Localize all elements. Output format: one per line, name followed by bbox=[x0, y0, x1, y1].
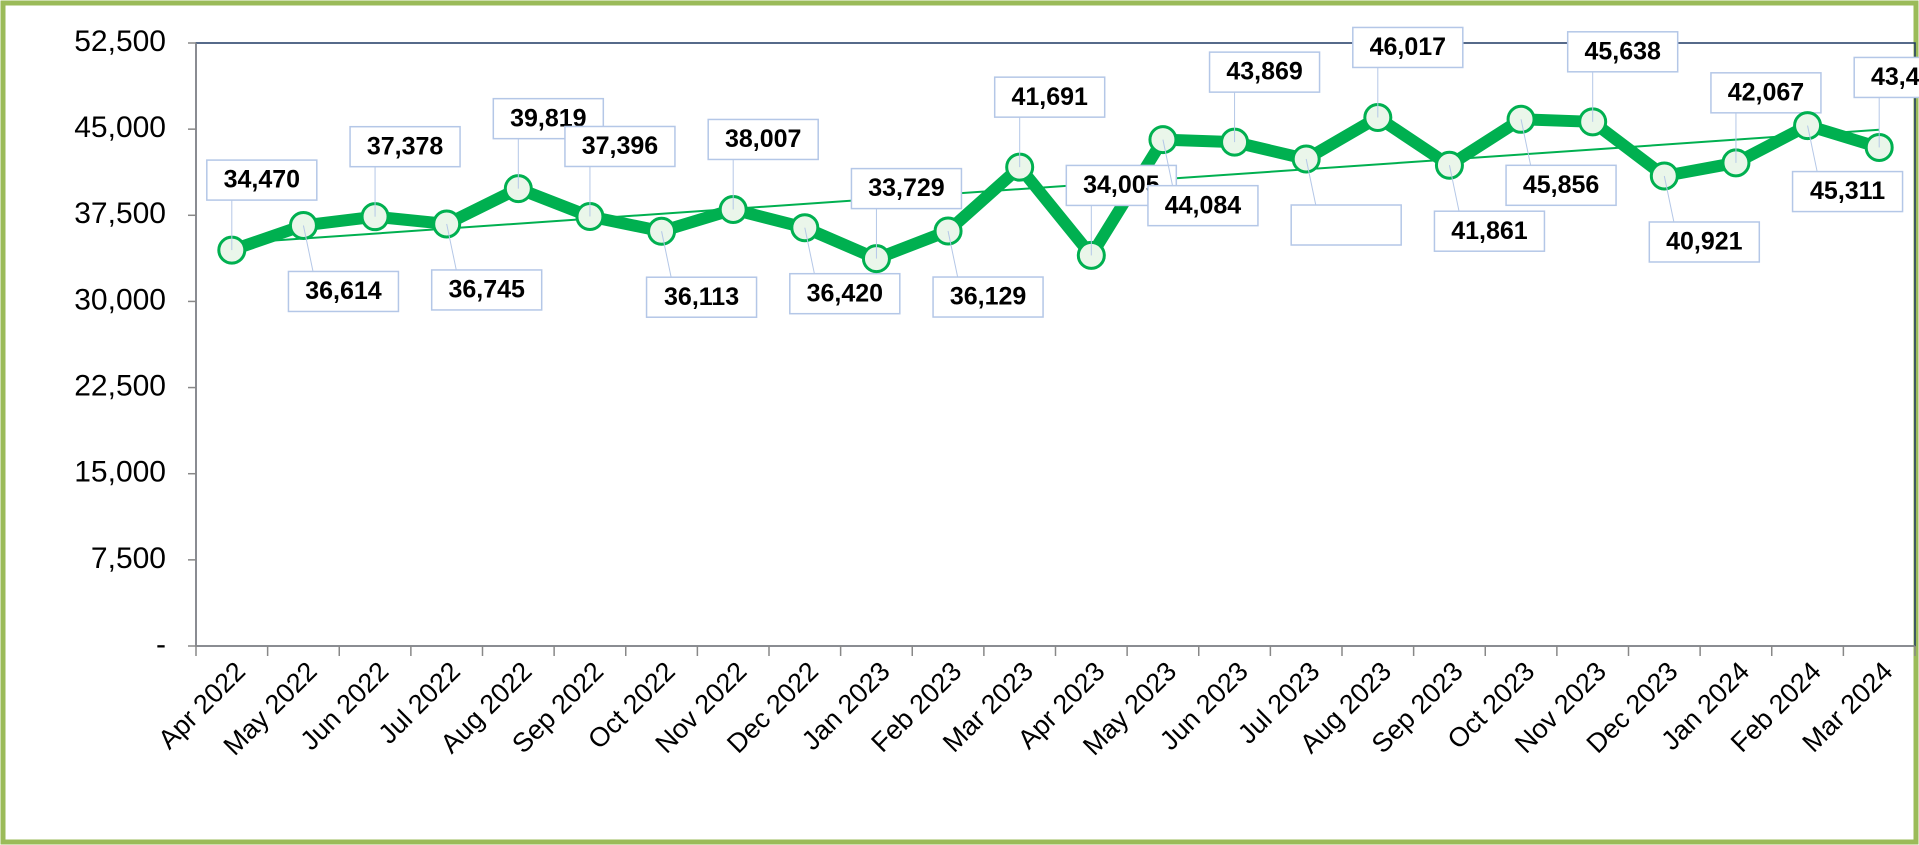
label-leader bbox=[661, 231, 673, 280]
data-label-box bbox=[1290, 204, 1402, 246]
data-label: 45,311 bbox=[1810, 177, 1885, 205]
y-tick-label: 37,500 bbox=[74, 197, 166, 230]
data-label-box bbox=[1566, 31, 1679, 73]
data-label-box bbox=[850, 167, 963, 210]
data-label-box bbox=[1147, 184, 1259, 227]
data-label: 33,729 bbox=[868, 174, 944, 202]
data-label: 36,745 bbox=[448, 276, 525, 304]
label-leader bbox=[1448, 165, 1460, 214]
label-leader bbox=[1807, 125, 1819, 174]
label-leader bbox=[302, 225, 314, 274]
data-label: 34,005 bbox=[1083, 171, 1160, 199]
data-label-box bbox=[993, 76, 1106, 118]
label-leader bbox=[1520, 119, 1532, 168]
data-label: 37,378 bbox=[367, 132, 444, 160]
data-label: 37,396 bbox=[582, 132, 658, 160]
data-label-box bbox=[1853, 56, 1919, 99]
y-tick-label: 45,000 bbox=[74, 111, 166, 144]
label-leader bbox=[1305, 158, 1317, 208]
data-label-box bbox=[430, 269, 543, 311]
data-label: 41,861 bbox=[1451, 217, 1528, 245]
data-label: 45,638 bbox=[1584, 37, 1661, 65]
label-leader bbox=[804, 227, 816, 276]
data-label-box bbox=[349, 125, 461, 168]
data-label: 36,129 bbox=[950, 283, 1026, 311]
y-tick-label: - bbox=[156, 628, 166, 661]
y-tick-label: 7,500 bbox=[91, 542, 166, 575]
data-label-box bbox=[1791, 170, 1904, 213]
data-label: 36,113 bbox=[664, 283, 739, 311]
y-tick-label: 22,500 bbox=[74, 369, 166, 402]
label-leader bbox=[947, 230, 959, 280]
data-label-box bbox=[707, 118, 819, 161]
data-label-box bbox=[932, 276, 1044, 318]
data-label-box bbox=[287, 270, 400, 313]
data-label-box bbox=[1208, 51, 1321, 93]
y-tick-label: 30,000 bbox=[74, 283, 166, 316]
data-label: 40,921 bbox=[1666, 228, 1743, 256]
data-label-box bbox=[1648, 221, 1761, 263]
data-label: 34,470 bbox=[224, 166, 300, 194]
data-label: 38,007 bbox=[725, 125, 801, 153]
data-label-box bbox=[1710, 72, 1822, 114]
data-label: 46,017 bbox=[1370, 33, 1446, 61]
data-label-box bbox=[1505, 164, 1617, 207]
data-label: 45,856 bbox=[1523, 171, 1599, 199]
data-label: 43,869 bbox=[1226, 58, 1302, 86]
data-label: 36,614 bbox=[305, 277, 382, 305]
label-leader bbox=[1663, 175, 1675, 225]
data-label-box bbox=[789, 272, 901, 315]
data-label-box bbox=[645, 276, 758, 318]
data-label-box bbox=[1352, 26, 1464, 69]
data-label-box bbox=[564, 125, 676, 168]
y-tick-label: 52,500 bbox=[74, 25, 166, 58]
label-leader bbox=[1162, 139, 1174, 188]
label-leader bbox=[446, 223, 458, 273]
data-label: 44,084 bbox=[1165, 191, 1242, 219]
trendline bbox=[231, 128, 1880, 245]
data-label: 41,691 bbox=[1011, 83, 1088, 111]
data-label-box bbox=[206, 159, 318, 201]
data-label: 42,067 bbox=[1728, 78, 1804, 106]
data-label: 43,407 bbox=[1871, 63, 1919, 91]
data-label: 36,420 bbox=[807, 279, 883, 307]
y-tick-label: 15,000 bbox=[74, 456, 166, 489]
data-label-box bbox=[1433, 210, 1546, 252]
